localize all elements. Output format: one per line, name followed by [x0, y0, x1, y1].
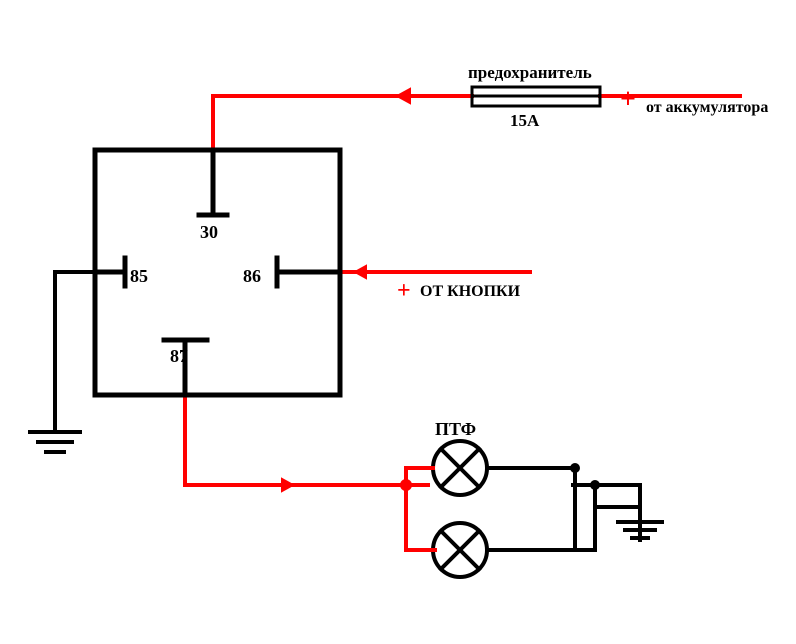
svg-text:ОТ КНОПКИ: ОТ КНОПКИ: [420, 283, 521, 300]
svg-text:85: 85: [130, 266, 148, 286]
svg-text:87: 87: [170, 346, 188, 366]
svg-text:86: 86: [243, 266, 261, 286]
svg-text:ПТФ: ПТФ: [435, 419, 476, 439]
circuit-diagram: 30 85 86 87 предохранитель 15А от аккумулятора…: [0, 0, 796, 644]
svg-text:предохранитель: предохранитель: [468, 63, 592, 82]
svg-text:+: +: [620, 84, 636, 115]
svg-text:15А: 15А: [510, 111, 540, 130]
svg-text:+: +: [397, 278, 411, 304]
svg-text:от аккумулятора: от аккумулятора: [646, 99, 768, 116]
svg-text:30: 30: [200, 222, 218, 242]
